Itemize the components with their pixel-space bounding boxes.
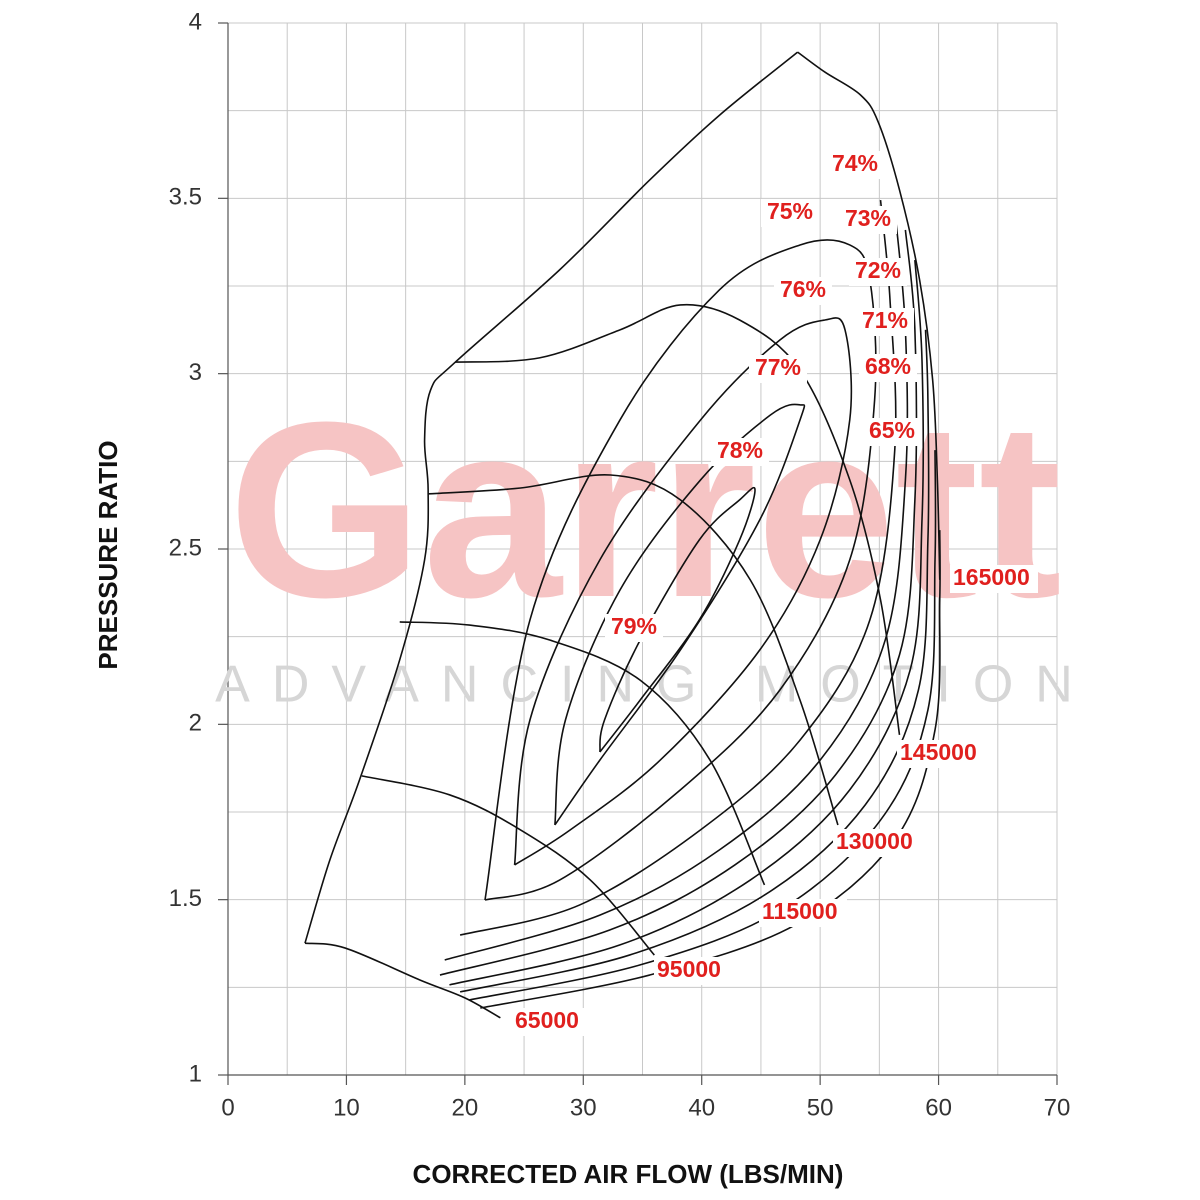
label-bg [749,355,807,383]
x-tick-label: 70 [1044,1094,1071,1121]
efficiency-label: 73% [845,205,891,231]
y-tick-label: 3 [189,359,202,386]
speed-line [399,621,766,886]
y-axis-title: PRESSURE RATIO [93,440,123,669]
efficiency-contour [459,329,930,993]
x-tick-label: 60 [925,1094,952,1121]
label-bg [826,151,884,179]
grid: 0 10 20 30 40 50 60 70 1 1.5 2 2.5 3 3.5 4 [169,8,1071,1121]
label-bg [654,957,742,985]
efficiency-label: 75% [767,198,813,224]
map-lines [304,51,941,1019]
watermark: Garrett ADVANCING MOTION [215,370,1095,714]
efficiency-label: 76% [780,276,826,302]
y-tick-label: 2.5 [169,534,202,561]
speed-line [361,775,655,956]
speed-label: 65000 [515,1007,579,1033]
label-bg [711,438,769,466]
label-bg [897,740,985,768]
x-tick-label: 20 [452,1094,479,1121]
label-bg [774,277,832,305]
efficiency-contour [513,317,853,866]
efficiency-label: 77% [755,354,801,380]
efficiency-label: 74% [832,150,878,176]
label-bg [839,206,897,234]
y-tick-label: 1.5 [169,885,202,912]
watermark-brand: Garrett [228,370,1062,649]
speed-label: 165000 [953,564,1030,590]
label-bg [859,354,917,382]
x-tick-label: 30 [570,1094,597,1121]
efficiency-label: 72% [855,257,901,283]
speed-label: 95000 [657,956,721,982]
x-tick-label: 40 [688,1094,715,1121]
efficiency-label: 78% [717,437,763,463]
label-bg [856,308,914,336]
efficiency-contour [449,259,924,986]
label-bg [605,614,663,642]
y-tick-label: 4 [189,8,202,35]
efficiency-label: 68% [865,353,911,379]
map-labels: 65000 95000 115000 130000 145000 165000 79% 78%… [512,150,1038,1036]
label-bg [833,829,921,857]
efficiency-contour [469,450,937,1001]
speed-line [455,303,901,735]
label-bg [849,258,907,286]
speed-line [304,942,501,1019]
speed-line [428,474,839,826]
x-tick-label: 0 [221,1094,234,1121]
speed-label: 145000 [900,739,977,765]
x-tick-label: 50 [807,1094,834,1121]
label-bg [761,199,819,227]
efficiency-contour [480,530,941,1009]
watermark-tagline: ADVANCING MOTION [215,656,1095,714]
x-axis-title: CORRECTED AIR FLOW (LBS/MIN) [413,1159,844,1189]
speed-line [797,51,941,580]
speed-label: 115000 [762,898,837,924]
efficiency-contour [554,403,806,826]
efficiency-label: 71% [862,307,908,333]
surge-line [304,51,799,944]
speed-label: 130000 [836,828,913,854]
y-tick-label: 3.5 [169,184,202,211]
x-tick-label: 10 [333,1094,360,1121]
efficiency-contour [599,486,756,753]
label-bg [863,418,921,446]
y-tick-label: 2 [189,710,202,737]
label-bg [512,1008,600,1036]
efficiency-label: 79% [611,613,657,639]
label-bg [759,899,847,927]
label-bg [950,565,1038,593]
efficiency-label: 65% [869,417,915,443]
y-tick-label: 1 [189,1060,202,1087]
